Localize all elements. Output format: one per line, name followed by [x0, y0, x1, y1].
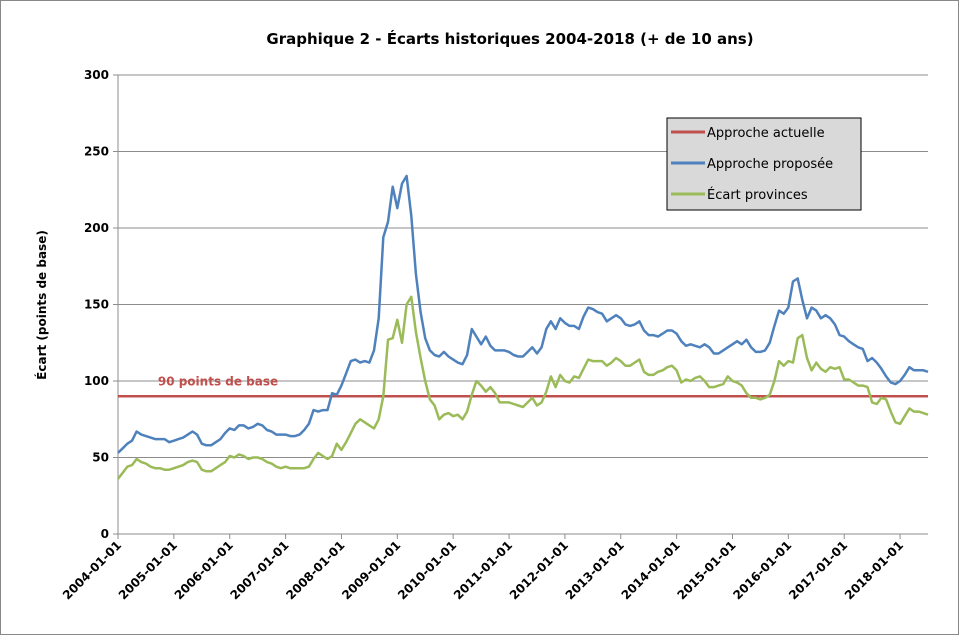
legend-label: Écart provinces [707, 187, 808, 203]
series-line [117, 295, 929, 480]
series-line [117, 174, 929, 454]
y-tick-label: 0 [101, 527, 109, 541]
y-tick-label: 200 [84, 221, 109, 235]
y-tick-label: 300 [84, 68, 109, 82]
y-tick-label: 250 [84, 145, 109, 159]
y-tick-label: 100 [84, 374, 109, 388]
legend-label: Approche actuelle [707, 126, 825, 141]
y-tick-label: 50 [92, 451, 109, 465]
chart-title: Graphique 2 - Écarts historiques 2004-20… [266, 29, 753, 48]
legend: Approche actuelle Approche proposée Écart … [666, 117, 862, 211]
legend-label: Approche proposée [707, 157, 833, 172]
annotation: 90 points de base [158, 374, 278, 388]
y-axis-label: Écart (points de base) [34, 230, 49, 380]
y-tick-label: 150 [84, 298, 109, 312]
